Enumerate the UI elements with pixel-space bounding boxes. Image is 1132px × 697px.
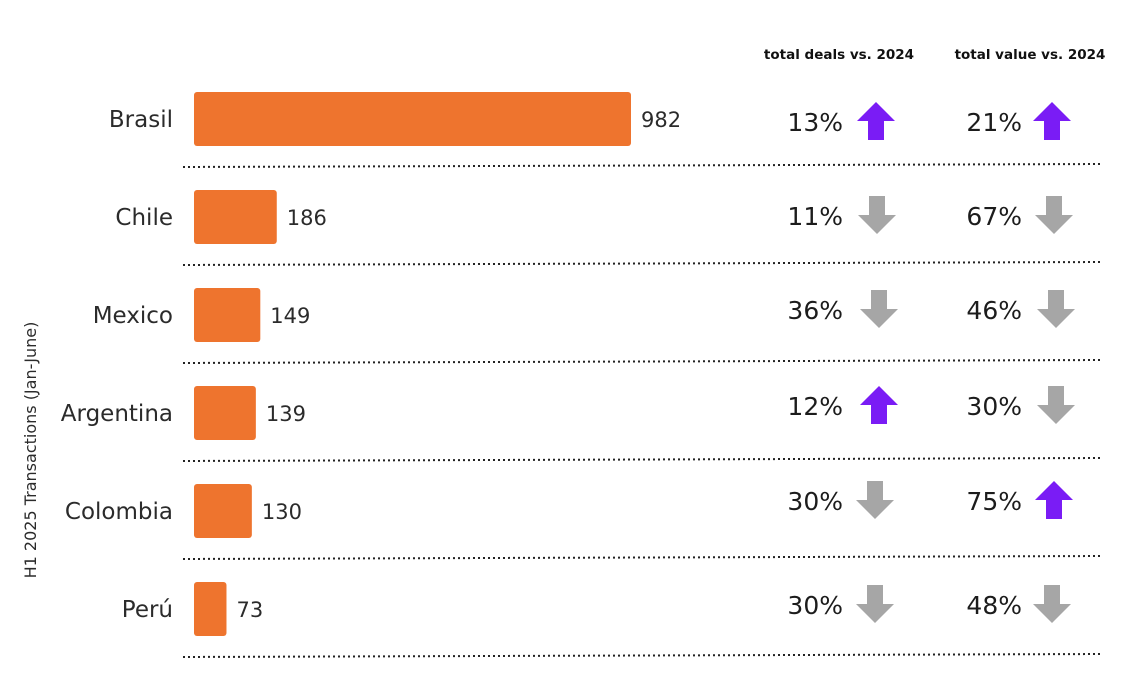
row-divider bbox=[182, 359, 1104, 364]
value-label: 73 bbox=[236, 598, 263, 622]
bar bbox=[194, 484, 252, 538]
arrow-up-icon bbox=[860, 386, 898, 424]
value-change-text: 46% bbox=[966, 296, 1022, 325]
category-label: Brasil bbox=[109, 107, 173, 133]
deals-change-text: 30% bbox=[787, 591, 843, 620]
value-label: 130 bbox=[262, 500, 302, 524]
bar bbox=[194, 190, 277, 244]
y-axis-label: H1 2025 Transactions (Jan-June) bbox=[21, 322, 40, 579]
category-label: Mexico bbox=[93, 303, 173, 329]
arrow-down-icon bbox=[1037, 290, 1075, 328]
bar bbox=[194, 92, 631, 146]
value-change-text: 67% bbox=[966, 202, 1022, 231]
arrow-up-icon bbox=[857, 102, 895, 140]
deals-change-text: 36% bbox=[787, 296, 843, 325]
row-divider bbox=[182, 261, 1104, 266]
arrow-up-icon bbox=[1035, 481, 1073, 519]
arrow-up-icon bbox=[1033, 102, 1071, 140]
value-label: 186 bbox=[287, 206, 327, 230]
category-label: Argentina bbox=[61, 401, 173, 427]
value-label: 139 bbox=[266, 402, 306, 426]
row-divider bbox=[182, 163, 1104, 168]
value-change-text: 30% bbox=[966, 392, 1022, 421]
deals-change-text: 11% bbox=[787, 202, 843, 231]
category-label: Chile bbox=[115, 205, 173, 231]
value-label: 982 bbox=[641, 108, 681, 132]
row-divider bbox=[182, 457, 1104, 462]
value-label: 149 bbox=[270, 304, 310, 328]
row-divider bbox=[182, 653, 1104, 658]
bar bbox=[194, 288, 261, 342]
value-change-text: 48% bbox=[966, 591, 1022, 620]
row-divider bbox=[182, 555, 1104, 560]
bar bbox=[194, 386, 256, 440]
value-change-text: 21% bbox=[966, 108, 1022, 137]
deals-change-text: 30% bbox=[787, 487, 843, 516]
arrow-down-icon bbox=[860, 290, 898, 328]
arrow-down-icon bbox=[1033, 585, 1071, 623]
bar bbox=[194, 582, 227, 636]
arrow-down-icon bbox=[1035, 196, 1073, 234]
arrow-down-icon bbox=[856, 585, 894, 623]
arrow-down-icon bbox=[1037, 386, 1075, 424]
deals-change-text: 12% bbox=[787, 392, 843, 421]
arrow-down-icon bbox=[858, 196, 896, 234]
header-total-deals: total deals vs. 2024 bbox=[764, 47, 914, 63]
category-label: Colombia bbox=[65, 499, 173, 525]
value-change-text: 75% bbox=[966, 487, 1022, 516]
deals-change-text: 13% bbox=[787, 108, 843, 137]
arrow-down-icon bbox=[856, 481, 894, 519]
category-label: Perú bbox=[122, 597, 173, 623]
header-total-value: total value vs. 2024 bbox=[955, 47, 1106, 63]
